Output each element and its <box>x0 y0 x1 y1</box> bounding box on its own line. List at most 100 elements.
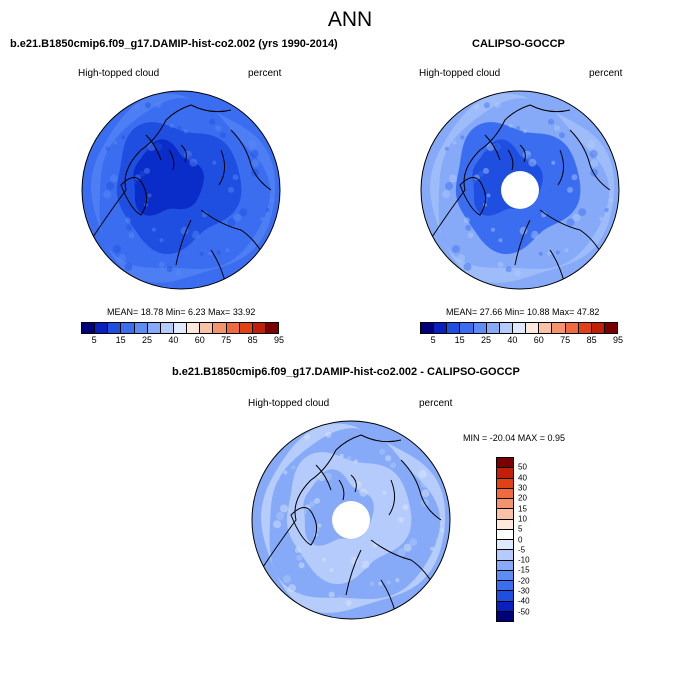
field-speckle <box>121 135 126 140</box>
map-boundary <box>420 90 620 290</box>
field-speckle <box>177 126 182 130</box>
field-speckle <box>382 496 387 501</box>
field-speckle <box>134 174 141 181</box>
field-speckle <box>353 459 358 464</box>
field-speckle <box>469 178 476 185</box>
obs-units-label: percent <box>589 68 623 79</box>
colorbar-swatch <box>252 323 266 333</box>
field-speckle <box>288 584 297 593</box>
field-speckle <box>440 528 445 533</box>
colorbar-swatch <box>512 323 527 333</box>
colorbar-swatch <box>497 468 513 479</box>
colorbar-swatch <box>497 581 513 592</box>
colorbar-swatch <box>421 323 435 333</box>
field-speckle <box>314 432 321 439</box>
field-speckle <box>547 251 552 256</box>
colorbar-tick-label: 5 <box>430 335 436 345</box>
field-speckle <box>118 254 127 263</box>
obs-variable-label: High-topped cloud <box>419 68 501 79</box>
field-speckle <box>169 123 174 128</box>
colorbar-swatch <box>108 323 122 333</box>
coastline-islands <box>145 134 187 171</box>
field-speckle <box>322 557 326 562</box>
field-speckle <box>503 243 508 248</box>
field-speckle <box>250 149 259 158</box>
field-speckle <box>566 218 575 227</box>
field-speckle <box>248 140 257 148</box>
field-speckle <box>152 227 156 232</box>
field-speckle <box>294 592 303 601</box>
field-speckle <box>524 229 533 238</box>
field-speckle <box>155 101 162 108</box>
field-speckle <box>550 155 554 159</box>
colorbar-tick-label: -30 <box>518 586 530 596</box>
field-speckle <box>220 132 226 139</box>
colorbar-tick-label: -5 <box>518 545 526 555</box>
field-speckle <box>497 261 504 268</box>
field-speckle <box>147 193 152 198</box>
field-speckle <box>589 149 598 158</box>
field-speckle <box>328 591 335 598</box>
colorbar-swatch <box>497 529 513 540</box>
colorbar-swatch <box>497 540 513 551</box>
field-speckle <box>564 248 569 253</box>
field-speckle <box>251 159 260 168</box>
field-speckle <box>572 213 581 222</box>
field-core <box>133 139 204 216</box>
field-speckle <box>275 476 280 481</box>
field-speckle <box>367 541 373 548</box>
field-speckle <box>155 233 160 238</box>
figure-title: ANN <box>327 8 373 31</box>
field-speckle <box>530 230 539 239</box>
colorbar-swatch <box>434 323 448 333</box>
field-speckle <box>283 575 291 583</box>
colorbar-swatch <box>497 601 513 612</box>
field-speckle <box>276 512 285 520</box>
colorbar-tick-label: 30 <box>518 483 527 493</box>
colorbar-tick-label: 75 <box>560 335 571 345</box>
field-speckle <box>554 125 561 132</box>
model-colorbar <box>81 322 279 334</box>
colorbar-tick-label: 20 <box>518 493 527 503</box>
field-speckle <box>536 211 542 218</box>
coastline <box>388 459 442 521</box>
colorbar-swatch <box>497 591 513 602</box>
field-speckle <box>183 129 188 134</box>
colorbar-tick-label: 85 <box>247 335 258 345</box>
map-boundary <box>251 420 451 620</box>
map-boundary <box>81 90 281 290</box>
field-speckle <box>309 500 316 507</box>
colorbar-swatch <box>121 323 135 333</box>
field-speckle <box>444 146 449 151</box>
field-speckle <box>398 516 404 523</box>
field-speckle <box>339 453 344 458</box>
colorbar-swatch <box>565 323 579 333</box>
field-speckle <box>212 160 217 165</box>
colorbar-swatch <box>497 570 513 581</box>
colorbar-tick-label: -40 <box>518 596 530 606</box>
colorbar-swatch <box>95 323 109 333</box>
field-speckle <box>420 479 429 488</box>
colorbar-swatch <box>604 323 618 333</box>
field-speckle <box>548 188 552 192</box>
colorbar-tick-label: 15 <box>518 504 527 514</box>
field-speckle <box>265 208 270 212</box>
field-speckle <box>300 508 307 515</box>
diff-colorbar <box>496 457 514 622</box>
field-speckle <box>421 498 429 507</box>
field-speckle <box>357 484 366 493</box>
diff-polar-map <box>251 420 451 620</box>
field-speckle <box>215 125 222 132</box>
field-speckle <box>130 178 137 185</box>
field-speckle <box>371 541 378 548</box>
colorbar-swatch <box>539 323 553 333</box>
field-speckle <box>567 186 573 193</box>
coastline <box>429 104 571 241</box>
field-speckle <box>212 166 217 171</box>
coastline <box>260 434 402 571</box>
model-polar-map <box>81 90 281 290</box>
field-speckle <box>551 166 556 171</box>
field-speckle <box>526 154 535 163</box>
colorbar-swatch <box>578 323 592 333</box>
colorbar-tick-label: -10 <box>518 555 530 565</box>
